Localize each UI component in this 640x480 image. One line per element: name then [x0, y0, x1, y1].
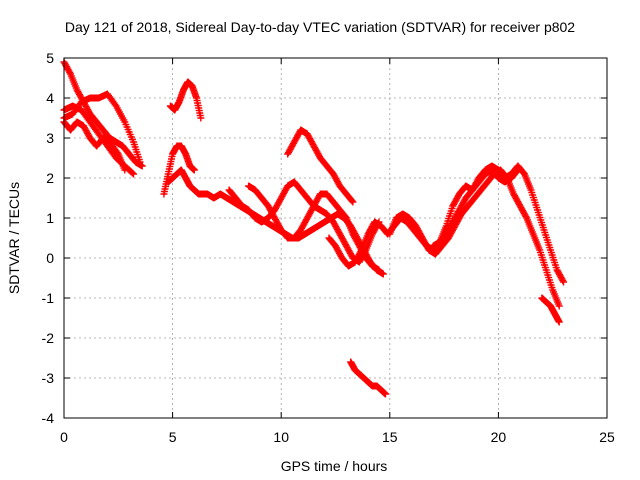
x-axis-label: GPS time / hours	[281, 458, 388, 474]
data-points	[60, 58, 568, 398]
y-tick-label: 2	[46, 170, 54, 186]
x-tick-label: 15	[382, 429, 398, 445]
data-point	[197, 114, 205, 122]
series-track-l	[386, 166, 563, 310]
grid-lines	[64, 58, 607, 418]
series-track-g	[166, 78, 205, 122]
data-point	[190, 166, 198, 174]
data-point	[348, 197, 356, 205]
data-point	[138, 162, 146, 170]
data-point	[357, 248, 365, 255]
y-tick-label: -2	[42, 330, 55, 346]
y-axis-label: SDTVAR / TECUs	[6, 182, 22, 294]
data-point	[559, 277, 567, 284]
y-tick-label: 3	[46, 130, 54, 146]
data-point	[128, 169, 136, 177]
data-point	[379, 270, 387, 278]
series-track-f	[160, 142, 198, 198]
y-tick-label: 1	[46, 210, 54, 226]
x-tick-label: 5	[169, 429, 177, 445]
y-tick-label: -1	[42, 290, 55, 306]
data-point	[555, 318, 563, 326]
y-tick-label: 4	[46, 90, 54, 106]
y-tick-label: 5	[46, 50, 54, 66]
y-tick-label: -3	[42, 370, 55, 386]
plot-frame	[63, 57, 608, 419]
data-point	[555, 302, 563, 310]
chart-title: Day 121 of 2018, Sidereal Day-to-day VTE…	[65, 19, 575, 35]
series-track-i	[245, 182, 383, 274]
series-track-j	[284, 126, 357, 206]
data-point	[121, 166, 129, 174]
data-point	[560, 278, 568, 286]
y-tick-label: -4	[42, 410, 55, 426]
series-track-n	[538, 294, 563, 326]
series-track-o	[347, 358, 389, 398]
data-point	[349, 198, 357, 206]
data-point	[130, 170, 138, 178]
data-point	[381, 390, 389, 398]
y-tick-label: 0	[46, 250, 54, 266]
data-point	[136, 158, 144, 166]
x-tick-label: 0	[60, 429, 68, 445]
data-point	[522, 213, 530, 220]
data-point	[375, 266, 383, 274]
x-tick-labels: 0 5 10 15 20 25	[60, 429, 615, 445]
x-tick-label: 25	[599, 429, 615, 445]
y-tick-labels: -4 -3 -2 -1 0 1 2 3 4 5	[42, 50, 55, 426]
x-tick-label: 10	[273, 429, 289, 445]
series-track-m	[429, 162, 568, 286]
series-track-d	[60, 118, 129, 174]
axis-ticks	[63, 57, 608, 419]
x-tick-label: 20	[491, 429, 507, 445]
data-point	[66, 69, 74, 76]
